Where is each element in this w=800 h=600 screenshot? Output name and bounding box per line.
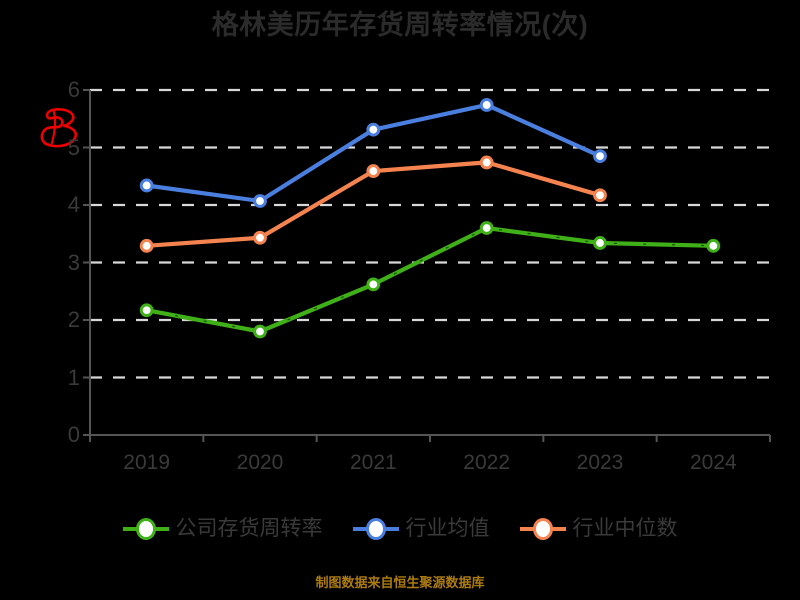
y-tick-label: 4 [67,192,80,217]
legend-item-0[interactable]: 公司存货周转率 [122,516,323,542]
data-point-marker [706,238,721,253]
x-tick-label-2021: 2021 [349,451,397,474]
data-point-marker [139,238,154,253]
y-tick-label: 3 [67,249,80,275]
data-point-marker [593,236,607,250]
x-tick-label-2024: 2024 [689,451,737,474]
series-line-1 [144,102,603,204]
legend-label: 行业中位数 [572,517,678,540]
y-tick-label: 5 [67,134,80,160]
data-point-marker [366,122,381,137]
data-point-marker [479,98,494,112]
x-axis-labels: 2019 2020 2021 2022 2023 2024 [0,450,800,480]
y-tick-label: 6 [67,77,80,102]
legend-marker-icon [352,518,399,540]
data-point-marker [479,221,494,235]
data-point-marker [593,149,607,164]
x-tick-label-2022: 2022 [463,451,511,474]
legend-item-1[interactable]: 行业均值 [352,516,490,542]
footer-note: 制图数据来自恒生聚源数据库 [315,575,485,590]
data-point-marker [366,164,381,178]
data-point-marker [139,178,154,193]
y-tick-label: 1 [67,364,80,390]
data-point-marker [479,155,494,170]
data-point-marker [253,230,267,245]
x-tick-label-2020: 2020 [236,451,284,474]
x-tick-label-2019: 2019 [123,451,171,474]
y-tick-label: 2 [67,307,80,332]
legend-item-2[interactable]: 行业中位数 [519,516,678,542]
legend-label: 行业均值 [405,517,490,540]
y-axis-labels: 6 5 4 3 2 1 0 [44,0,80,600]
chart-title: 格林美历年存货周转率情况(次) [211,10,589,40]
data-point-marker [366,277,381,292]
data-point-marker [253,324,267,339]
data-point-marker [253,194,267,208]
data-point-marker [139,303,154,318]
legend-marker-icon [519,518,566,540]
data-point-marker [593,188,607,203]
legend-label: 公司存货周转率 [175,517,323,540]
chart-legend: 公司存货周转率 行业均值 行业中位数 [0,516,800,542]
legend-marker-icon [122,518,169,540]
series-line-0 [144,225,716,334]
x-tick-label-2023: 2023 [576,451,624,474]
y-tick-label: 0 [67,422,80,447]
